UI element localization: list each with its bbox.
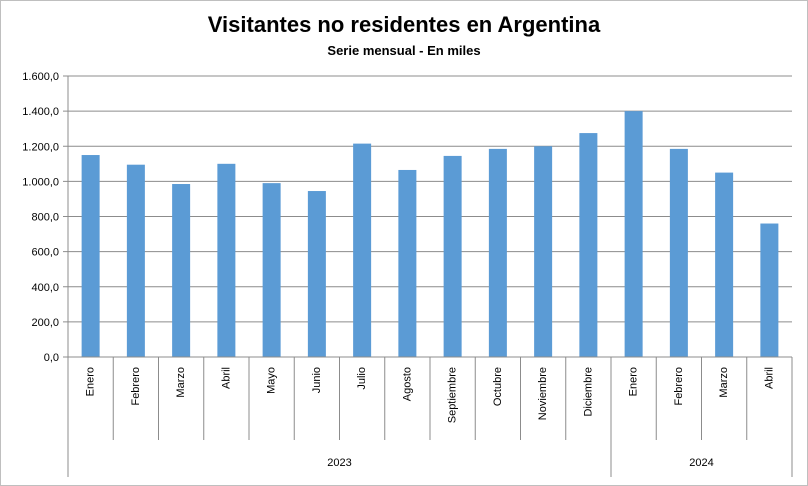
y-tick-label: 1.000,0 bbox=[22, 176, 59, 188]
category-label: Septiembre bbox=[447, 367, 459, 423]
bar bbox=[81, 155, 100, 357]
y-tick-labels: 0,0 200,0 400,0 600,0 800,0 1.000,0 1.200,0 1.4… bbox=[22, 71, 59, 364]
category-label: Marzo bbox=[718, 367, 730, 398]
category-labels: Enero Febrero Marzo Abril Mayo Junio Julio Agos… bbox=[85, 367, 776, 423]
category-label: Mayo bbox=[266, 367, 278, 394]
year-label: 2024 bbox=[689, 457, 713, 469]
y-tick-label: 1.400,0 bbox=[22, 106, 59, 118]
bar bbox=[579, 133, 598, 357]
y-tick-label: 800,0 bbox=[31, 212, 59, 224]
bar bbox=[715, 172, 734, 357]
category-label: Diciembre bbox=[582, 367, 594, 417]
year-label: 2023 bbox=[327, 457, 351, 469]
category-label: Febrero bbox=[130, 367, 142, 406]
bar bbox=[488, 148, 507, 357]
bars bbox=[81, 111, 779, 357]
bar bbox=[398, 169, 417, 357]
y-tick-label: 0,0 bbox=[44, 352, 59, 364]
category-label: Junio bbox=[311, 367, 323, 393]
chart-subtitle: Serie mensual - En miles bbox=[327, 43, 481, 58]
category-label: Enero bbox=[85, 367, 97, 396]
y-tick-label: 400,0 bbox=[31, 282, 59, 294]
bar bbox=[353, 143, 372, 357]
category-label: Abril bbox=[220, 367, 232, 389]
bar bbox=[217, 163, 236, 357]
y-tick-label: 1.200,0 bbox=[22, 141, 59, 153]
bar bbox=[262, 183, 281, 357]
bar bbox=[669, 148, 688, 357]
bar bbox=[443, 155, 462, 357]
bar bbox=[126, 164, 145, 357]
y-tick-label: 1.600,0 bbox=[22, 71, 59, 83]
bar bbox=[760, 223, 779, 357]
bar bbox=[624, 111, 643, 357]
category-label: Noviembre bbox=[537, 367, 549, 420]
chart-title: Visitantes no residentes en Argentina bbox=[207, 12, 601, 37]
y-tick-label: 600,0 bbox=[31, 247, 59, 259]
category-label: Marzo bbox=[175, 367, 187, 398]
category-label: Agosto bbox=[401, 367, 413, 401]
bar bbox=[172, 184, 191, 357]
bar bbox=[534, 146, 553, 357]
category-label: Febrero bbox=[673, 367, 685, 406]
category-label: Abril bbox=[763, 367, 775, 389]
axes bbox=[63, 75, 793, 477]
year-groups: 2023 2024 bbox=[327, 457, 713, 469]
category-label: Enero bbox=[628, 367, 640, 396]
y-tick-label: 200,0 bbox=[31, 317, 59, 329]
category-label: Julio bbox=[356, 367, 368, 390]
bar bbox=[307, 191, 326, 357]
category-label: Octubre bbox=[492, 367, 504, 406]
